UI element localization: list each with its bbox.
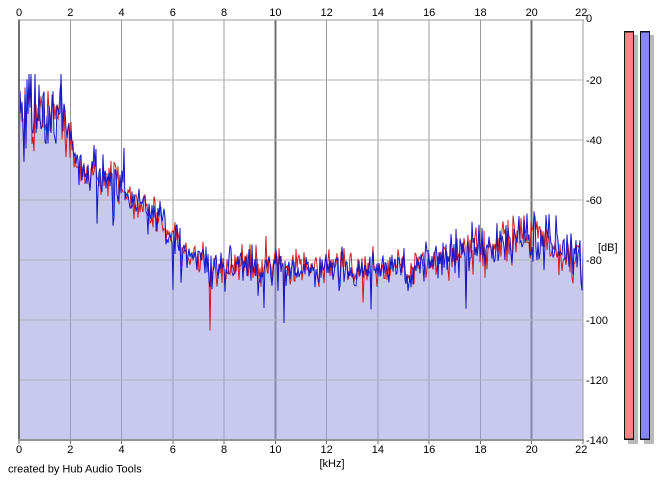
svg-text:4: 4 [118, 444, 124, 456]
svg-text:created by Hub Audio Tools: created by Hub Audio Tools [8, 464, 142, 476]
svg-text:18: 18 [474, 444, 486, 456]
svg-text:-40: -40 [586, 135, 602, 147]
svg-text:8: 8 [221, 7, 227, 19]
svg-text:22: 22 [575, 7, 587, 19]
svg-text:-20: -20 [586, 75, 602, 87]
svg-text:20: 20 [526, 444, 538, 456]
svg-text:[dB]: [dB] [598, 242, 618, 254]
svg-text:4: 4 [118, 7, 124, 19]
svg-text:-80: -80 [586, 255, 602, 267]
svg-text:12: 12 [320, 444, 332, 456]
svg-text:2: 2 [67, 7, 73, 19]
svg-text:8: 8 [221, 444, 227, 456]
svg-text:-140: -140 [586, 435, 608, 447]
svg-text:16: 16 [423, 444, 435, 456]
svg-text:6: 6 [170, 444, 176, 456]
svg-text:0: 0 [16, 444, 22, 456]
svg-text:[kHz]: [kHz] [319, 458, 344, 470]
svg-text:10: 10 [269, 7, 281, 19]
svg-text:20: 20 [526, 7, 538, 19]
svg-text:-100: -100 [586, 315, 608, 327]
svg-text:-120: -120 [586, 375, 608, 387]
svg-text:0: 0 [16, 7, 22, 19]
svg-text:2: 2 [67, 444, 73, 456]
svg-text:0: 0 [586, 13, 592, 25]
svg-text:-60: -60 [586, 195, 602, 207]
svg-text:16: 16 [423, 7, 435, 19]
svg-text:22: 22 [575, 444, 587, 456]
svg-text:14: 14 [372, 7, 384, 19]
svg-text:10: 10 [269, 444, 281, 456]
svg-text:6: 6 [170, 7, 176, 19]
svg-text:14: 14 [372, 444, 384, 456]
svg-text:12: 12 [320, 7, 332, 19]
svg-text:18: 18 [474, 7, 486, 19]
